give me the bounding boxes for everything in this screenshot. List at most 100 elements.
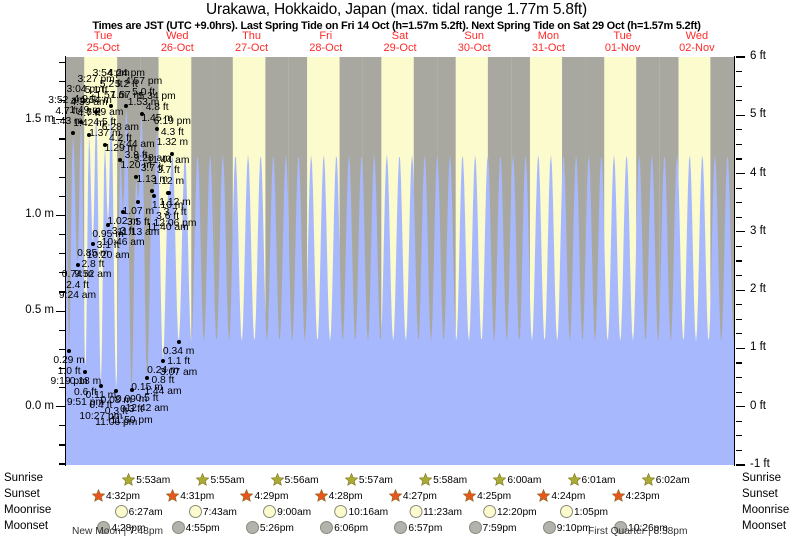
day-date: 29-Oct [383,41,417,54]
axis-tick-left [59,386,65,389]
astro-time: 4:25pm [477,490,512,502]
tide-marker-low [83,370,88,375]
axis-tick-right [736,100,742,102]
tide-label-metres: 0.11 m [85,389,117,401]
axis-tick-right [736,318,742,320]
tide-label-feet: 4.7 ft [77,107,101,119]
tide-label-time: 4:57 pm [124,76,163,88]
tide-label-time: 12:06 pm [153,217,197,229]
astro-time: 10:16am [348,506,389,518]
tide-label-time: 10:46 am [101,236,145,248]
astro-time: 7:43am [202,506,237,518]
tide-label-high: 7:44 am 3.9 ft 1.20 m [118,140,155,172]
astro-time: 5:56am [284,474,319,486]
day-date: 02-Nov [679,41,715,54]
day-weekday: Tue [93,30,113,42]
axis-tick-left [59,176,65,178]
tide-label-time: 5:34 pm [138,91,176,103]
tide-label-high: 4:24 pm 5.2 ft 1.57 m [108,69,145,101]
astro-cell-sunset: 4:24pm [537,489,585,502]
day-header-28-oct: Fri 28-Oct [286,30,366,54]
y-axis-right-label: 6 ft [750,50,766,62]
astro-row-label-moonset: Moonset [4,520,49,532]
day-header-31-oct: Mon 31-Oct [508,30,588,54]
astro-row-label-sunset: Sunset [742,488,778,500]
tide-label-metres: 0.29 m [53,355,85,367]
tide-label-time: 9:28 am [133,152,171,164]
axis-tick-left [56,214,65,217]
astro-time: 5:55am [210,474,245,486]
astro-cell-sunrise: 5:56am [270,473,319,486]
astro-cell-sunset: 4:23pm [611,489,660,502]
astro-cell-sunrise: 5:58am [419,473,467,486]
tide-marker-high [109,104,114,109]
tide-label-feet: 5.2 ft [114,79,138,91]
tide-label-time: 3:27 pm [77,74,115,86]
sunset-star-icon [314,489,328,502]
page-subtitle: Times are JST (UTC +9.0hrs). Last Spring… [92,20,701,32]
tide-label-time: 9:52 am [74,269,112,281]
moon-phase-name: First Quarter [588,526,646,537]
tide-label-low: 0.85 m 2.8 ft 9:52 am [74,249,111,281]
tide-label-high: 5:29 am 4.5 ft 1.37 m [86,107,123,140]
sunset-star-icon [388,489,402,502]
astro-cell-moonset: 9:10pm [542,521,591,534]
astro-cell-sunrise: 6:01am [567,473,616,486]
astro-time: 4:28pm [111,522,146,534]
axis-tick-right [736,172,745,175]
tide-marker-low [114,389,119,394]
tide-marker-high [170,152,175,157]
tide-label-high: 6:28 am 4.2 ft 1.29 m [102,122,139,155]
astro-cell-moonset: 6:06pm [320,521,368,534]
astro-time: 4:32pm [106,490,141,502]
axis-tick-left [59,195,65,197]
astro-time: 5:53am [136,474,171,486]
astro-row-label-moonrise: Moonrise [4,504,52,516]
tide-label-metres: 1.32 m [156,137,189,149]
moon-phase-time: 3:38pm [653,526,688,537]
astro-cell-sunset: 4:25pm [463,489,511,502]
sunset-star-icon [92,489,106,502]
tide-label-feet: 3.7 ft [163,207,187,219]
tide-label-time: 11:40 am [146,221,189,233]
tide-label-metres: 1.12 m [152,175,185,187]
y-axis-left-label: 1.0 m [25,208,54,221]
tide-marker-low [121,209,126,214]
tide-label-feet: 4.3 ft [160,126,184,138]
tide-label-high: 3:04 pm 4.9 ft 1.49 m [66,84,103,117]
y-axis-left-line [65,56,67,466]
axis-tick-right [736,143,742,146]
moon-phase-time: 7:48pm [129,526,163,537]
tide-label-feet: 0.5 ft [135,392,159,404]
moonrise-icon [263,505,277,518]
axis-tick-left [59,272,65,274]
moon-phase-note: First Quarter | 3:38pm [588,526,687,537]
moonset-icon [468,521,482,534]
moonset-icon [171,521,185,534]
tide-label-metres: 1.29 m [104,143,137,155]
tide-label-feet: 3.7 ft [156,165,180,177]
y-axis-right-label: 5 ft [750,108,766,121]
tide-label-time: 6:19 pm [153,116,191,128]
sunrise-star-icon [122,473,136,486]
astro-cell-moonrise: 12:20pm [482,505,537,518]
tide-label-low: 0.95 m 3.1 ft 10:20 am [87,229,130,262]
day-weekday: Fri [319,30,333,42]
sunrise-star-icon [196,473,210,486]
astro-time: 12:20pm [496,506,537,518]
axis-tick-right [736,231,745,233]
day-weekday: Sat [391,30,409,42]
sunset-star-icon [463,489,477,502]
axis-tick-left [59,138,65,140]
tide-label-low: 0.08 m 0.3 ft 11:06 pm [95,396,137,428]
astro-cell-sunset: 4:31pm [166,489,214,502]
day-header-02-nov: Wed 02-Nov [657,30,737,54]
tide-marker-high [87,133,91,138]
tide-label-high: 6:19 pm 4.3 ft 1.32 m [154,117,191,149]
tide-label-metres: 1.54 m [80,95,112,107]
astro-time: 4:28pm [328,490,363,502]
tide-label-high: 4:57 pm 5.0 ft 1.53 m [125,77,162,109]
tide-label-metres: 1.02 m [107,215,139,227]
day-header-29-oct: Sat 29-Oct [360,30,440,54]
